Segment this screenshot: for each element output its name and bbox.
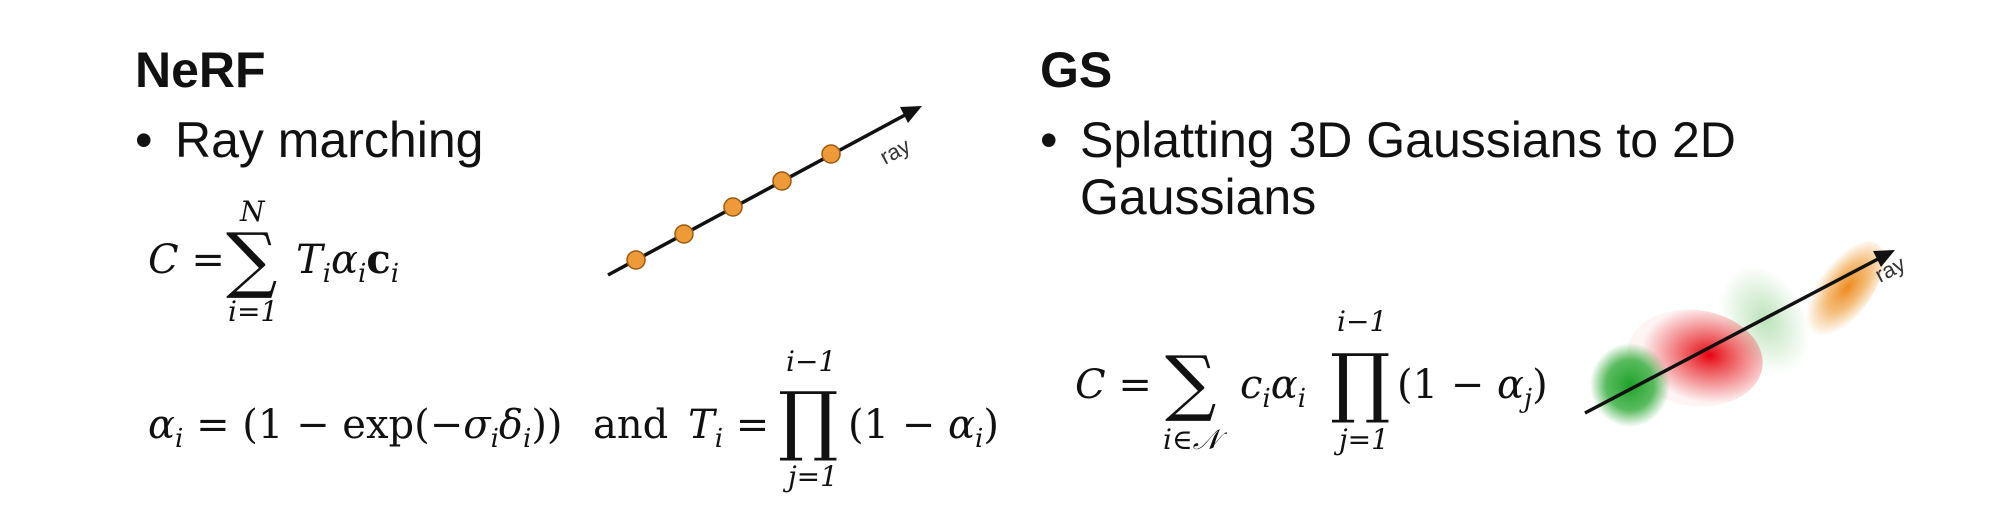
- prod-upper-limit: i−1: [786, 345, 837, 378]
- prod-symbol: ∏: [778, 375, 839, 464]
- ray-line: [607, 113, 906, 277]
- ray-label: ray: [876, 133, 915, 169]
- eq-c-summand: ciαi: [1240, 362, 1307, 414]
- gs-composite-equation: C = ∑ i∈𝒩 ciαi i−1 ∏ j=1 (1 − αj): [1075, 305, 1595, 465]
- prod-upper-limit: i−1: [1337, 305, 1388, 338]
- and-word: and: [593, 402, 669, 448]
- nerf-alpha-transmittance-equation: αi = (1 − exp(−σiδi)) and Ti = i−1 ∏ j=1…: [148, 345, 1018, 500]
- gaussian-splatting-diagram: ray: [1584, 241, 1909, 427]
- ray-line: [1584, 257, 1879, 415]
- gaussian-splat-green: [1590, 343, 1670, 427]
- eq-t-factor: (1 − αi): [848, 402, 999, 454]
- nerf-bullet: • Ray marching: [135, 112, 735, 169]
- nerf-composite-equation: C = N ∑ i=1 Tiαici: [148, 195, 568, 330]
- sample-point: [626, 250, 646, 270]
- sum-symbol: ∑: [1165, 340, 1217, 424]
- ray-arrowhead: [900, 106, 922, 123]
- eq-alpha: αi = (1 − exp(−σiδi)): [148, 402, 563, 454]
- ray-marching-diagram: ray: [607, 106, 922, 277]
- sample-point: [723, 197, 743, 217]
- prod-symbol: ∏: [1330, 337, 1391, 426]
- gs-title: GS: [1040, 42, 1113, 98]
- gs-bullet-line1: Splatting 3D Gaussians to 2D: [1080, 112, 1736, 168]
- eq-c-lhs: C =: [1075, 362, 1152, 408]
- sum-symbol: ∑: [226, 217, 278, 301]
- sample-point: [674, 224, 694, 244]
- eq-t-factor: (1 − αj): [1397, 362, 1548, 414]
- gs-bullet-text: Splatting 3D Gaussians to 2D Gaussians: [1080, 112, 1736, 226]
- prod-lower-limit: j=1: [1339, 423, 1389, 456]
- sum-upper-limit: N: [240, 195, 265, 228]
- eq-c-summand: Tiαici: [296, 236, 400, 289]
- eq-t-lhs: Ti =: [688, 402, 770, 454]
- bullet-dot: •: [135, 112, 153, 168]
- sum-lower-limit: i∈𝒩: [1163, 423, 1220, 456]
- sum-lower-limit: i=1: [228, 295, 279, 328]
- nerf-bullet-text: Ray marching: [175, 112, 484, 168]
- eq-c-lhs: C =: [148, 237, 225, 283]
- sample-point: [772, 171, 792, 191]
- bullet-dot: •: [1040, 112, 1058, 168]
- gs-bullet: • Splatting 3D Gaussians to 2D Gaussians: [1040, 112, 1860, 226]
- ray-arrowhead: [1873, 250, 1895, 267]
- prod-lower-limit: j=1: [788, 460, 838, 493]
- nerf-title: NeRF: [135, 42, 266, 98]
- sample-point: [821, 144, 841, 164]
- gs-bullet-line2: Gaussians: [1080, 169, 1317, 225]
